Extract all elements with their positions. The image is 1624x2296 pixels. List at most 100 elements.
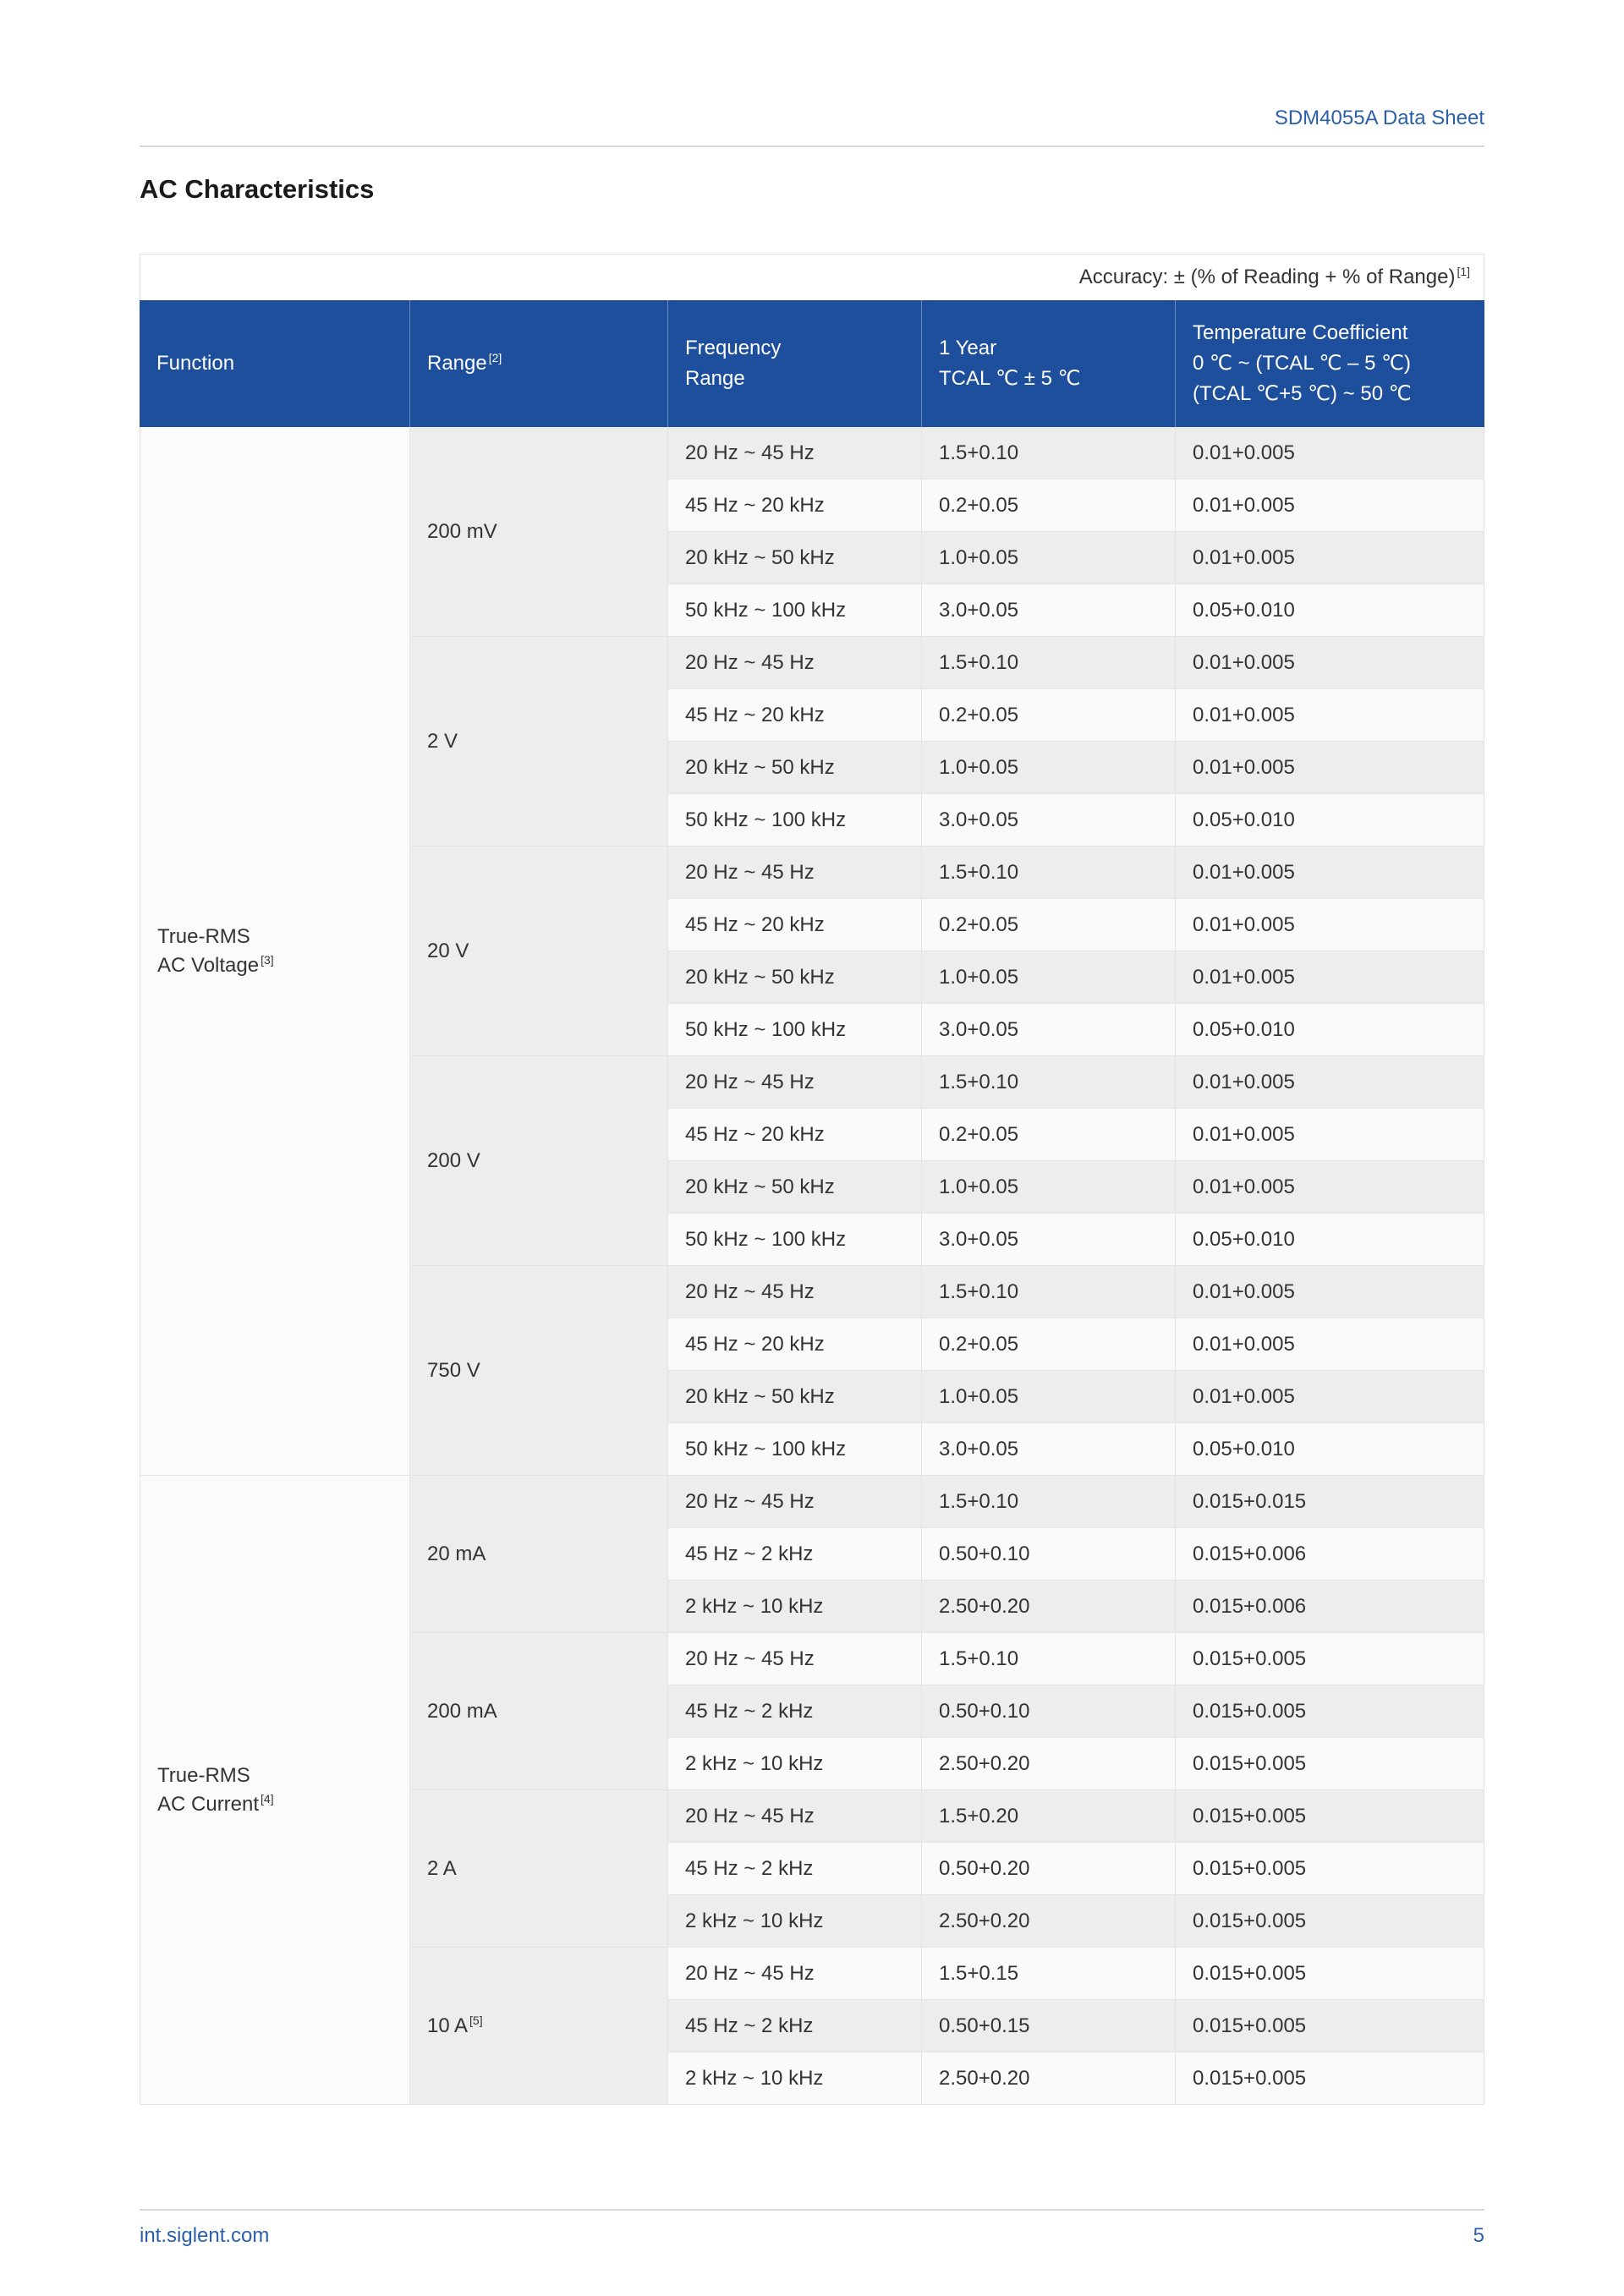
frequency-cell: 45 Hz ~ 20 kHz [668,689,922,742]
header-text-line: TCAL ℃ ± 5 ℃ [939,367,1081,390]
frequency-cell: 2 kHz ~ 10 kHz [668,1581,922,1633]
table-row: 200 V 20 Hz ~ 45 Hz 1.5+0.10 0.01+0.005 [140,1056,1485,1266]
accuracy-note-text: Accuracy: ± (% of Reading + % of Range) [1078,266,1456,288]
tempco-cell: 0.01+0.005 [1176,637,1485,689]
tempco-cell: 0.015+0.006 [1176,1528,1485,1581]
table-row: 2 A 20 Hz ~ 45 Hz 1.5+0.20 0.015+0.005 [140,1790,1485,1948]
table-row: 20 kHz ~ 50 kHz 1.0+0.05 0.01+0.005 [140,742,1485,794]
page-title: AC Characteristics [140,174,375,204]
range-label: 750 V [427,1358,480,1382]
table-row: 20 kHz ~ 50 kHz 1.0+0.05 0.01+0.005 [140,951,1485,1004]
frequency-cell: 20 kHz ~ 50 kHz [668,1161,922,1214]
tempco-cell: 0.015+0.006 [1176,1581,1485,1633]
table-row: 2 kHz ~ 10 kHz 2.50+0.20 0.015+0.005 [140,1895,1485,1948]
col-header-1year: 1 Year TCAL ℃ ± 5 ℃ [922,300,1176,427]
one-year-cell: 1.5+0.10 [922,637,1176,689]
table-row: 2 kHz ~ 10 kHz 2.50+0.20 0.015+0.006 [140,1581,1485,1633]
spec-table: Accuracy: ± (% of Reading + % of Range)[… [140,254,1485,2105]
tempco-cell: 0.015+0.005 [1176,1633,1485,1685]
range-cell: 20 V [410,847,668,1056]
one-year-cell: 1.5+0.10 [922,847,1176,899]
one-year-cell: 1.5+0.10 [922,1476,1176,1528]
header-text-line: Range [427,352,487,375]
doc-header-title: SDM4055A Data Sheet [1274,107,1484,129]
table-row: 2 kHz ~ 10 kHz 2.50+0.20 0.015+0.005 [140,1738,1485,1790]
tempco-cell: 0.05+0.010 [1176,794,1485,847]
footer-divider [140,2209,1484,2211]
tempco-cell: 0.01+0.005 [1176,1371,1485,1423]
tempco-cell: 0.05+0.010 [1176,584,1485,637]
tempco-cell: 0.05+0.010 [1176,1423,1485,1476]
table-row: 50 kHz ~ 100 kHz 3.0+0.05 0.05+0.010 [140,1423,1485,1476]
frequency-cell: 45 Hz ~ 20 kHz [668,479,922,532]
tempco-cell: 0.015+0.005 [1176,1895,1485,1948]
one-year-cell: 2.50+0.20 [922,1895,1176,1948]
frequency-cell: 45 Hz ~ 2 kHz [668,1843,922,1895]
header-text-line: Function [156,352,235,375]
frequency-cell: 50 kHz ~ 100 kHz [668,794,922,847]
frequency-cell: 20 Hz ~ 45 Hz [668,1266,922,1318]
tempco-cell: 0.015+0.005 [1176,1738,1485,1790]
frequency-cell: 20 Hz ~ 45 Hz [668,637,922,689]
tempco-cell: 0.01+0.005 [1176,742,1485,794]
range-label: 20 mA [427,1542,486,1565]
tempco-cell: 0.015+0.005 [1176,1790,1485,1843]
footer-site-link[interactable]: int.siglent.com [140,2224,270,2247]
frequency-cell: 20 kHz ~ 50 kHz [668,951,922,1004]
table-row: 50 kHz ~ 100 kHz 3.0+0.05 0.05+0.010 [140,794,1485,847]
one-year-cell: 3.0+0.05 [922,1214,1176,1266]
tempco-cell: 0.01+0.005 [1176,1318,1485,1371]
range-label: 200 V [427,1148,480,1172]
table-row: 50 kHz ~ 100 kHz 3.0+0.05 0.05+0.010 [140,1004,1485,1056]
table-row: 20 kHz ~ 50 kHz 1.0+0.05 0.01+0.005 [140,1161,1485,1214]
header-text-line: (TCAL ℃+5 ℃) ~ 50 ℃ [1193,382,1412,405]
footnote-marker: [1] [1457,265,1471,278]
one-year-cell: 0.2+0.05 [922,1318,1176,1371]
one-year-cell: 0.50+0.10 [922,1685,1176,1738]
one-year-cell: 2.50+0.20 [922,1581,1176,1633]
one-year-cell: 0.50+0.20 [922,1843,1176,1895]
table-row: True-RMS AC Voltage [3] 200 mV 20 Hz ~ 45 Hz… [140,427,1485,1476]
one-year-cell: 0.2+0.05 [922,689,1176,742]
frequency-cell: 20 kHz ~ 50 kHz [668,1371,922,1423]
table-row: 20 V 20 Hz ~ 45 Hz 1.5+0.10 0.01+0.005 [140,847,1485,1056]
table-row: 45 Hz ~ 20 kHz 0.2+0.05 0.01+0.005 [140,479,1485,532]
tempco-cell: 0.01+0.005 [1176,847,1485,899]
tempco-cell: 0.05+0.010 [1176,1214,1485,1266]
table-header-row: Function Range [2] Frequency Range 1 Year T… [140,300,1485,427]
frequency-cell: 20 kHz ~ 50 kHz [668,532,922,584]
frequency-cell: 20 Hz ~ 45 Hz [668,1476,922,1528]
one-year-cell: 0.50+0.10 [922,1528,1176,1581]
frequency-cell: 45 Hz ~ 20 kHz [668,1109,922,1161]
function-cell: True-RMS AC Current [4] [140,1476,410,2105]
table-row: 45 Hz ~ 2 kHz 0.50+0.10 0.015+0.006 [140,1528,1485,1581]
function-line: AC Current [157,1792,260,1816]
table-row: 750 V 20 Hz ~ 45 Hz 1.5+0.10 0.01+0.005 [140,1266,1485,1476]
accuracy-row: Accuracy: ± (% of Reading + % of Range)[… [140,254,1485,300]
page-footer: int.siglent.com 5 [140,2224,1484,2248]
frequency-cell: 50 kHz ~ 100 kHz [668,584,922,637]
table-row: 2 V 20 Hz ~ 45 Hz 1.5+0.10 0.01+0.005 [140,637,1485,847]
header-text-line: 0 ℃ ~ (TCAL ℃ – 5 ℃) [1193,352,1412,375]
one-year-cell: 0.2+0.05 [922,479,1176,532]
col-header-range: Range [2] [410,300,668,427]
frequency-cell: 20 Hz ~ 45 Hz [668,1948,922,2000]
one-year-cell: 0.2+0.05 [922,1109,1176,1161]
tempco-cell: 0.015+0.005 [1176,1948,1485,2000]
header-text-line: Temperature Coefficient [1193,321,1408,344]
table-row: 45 Hz ~ 20 kHz 0.2+0.05 0.01+0.005 [140,1109,1485,1161]
tempco-cell: 0.01+0.005 [1176,479,1485,532]
tempco-cell: 0.015+0.005 [1176,2052,1485,2105]
table-row: 45 Hz ~ 2 kHz 0.50+0.20 0.015+0.005 [140,1843,1485,1895]
col-header-frequency: Frequency Range [668,300,922,427]
one-year-cell: 3.0+0.05 [922,1004,1176,1056]
header-text-line: Frequency [685,337,782,359]
footnote-marker: [4] [261,1791,274,1806]
tempco-cell: 0.015+0.005 [1176,1843,1485,1895]
one-year-cell: 1.5+0.10 [922,1056,1176,1109]
tempco-cell: 0.01+0.005 [1176,1056,1485,1109]
one-year-cell: 1.5+0.15 [922,1948,1176,2000]
frequency-cell: 2 kHz ~ 10 kHz [668,1738,922,1790]
tempco-cell: 0.01+0.005 [1176,1109,1485,1161]
